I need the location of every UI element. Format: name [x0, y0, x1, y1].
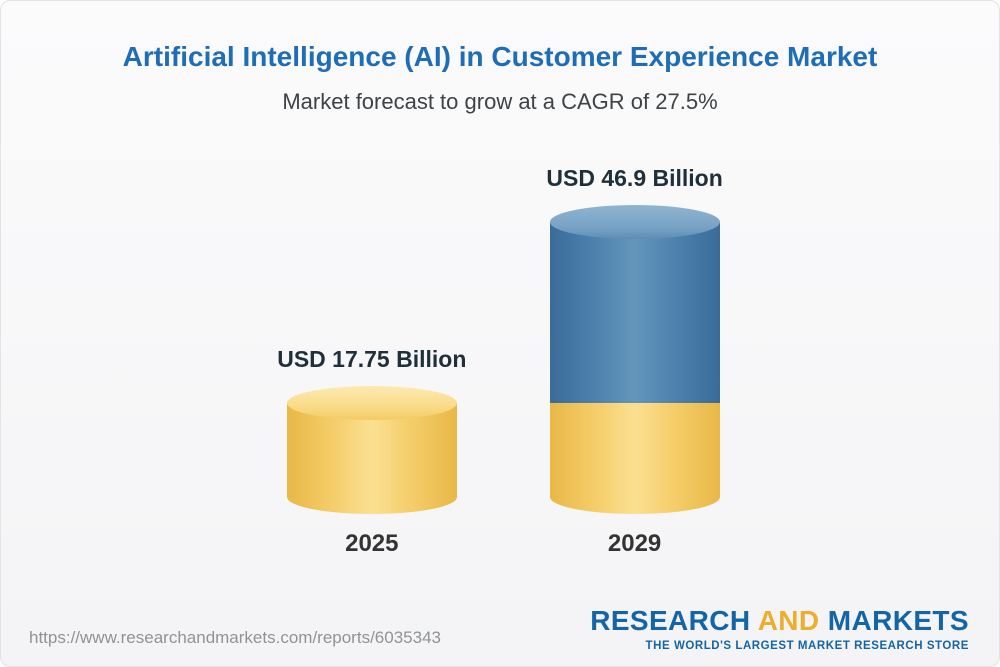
researchandmarkets-logo: RESEARCH AND MARKETS THE WORLD'S LARGEST…	[590, 605, 969, 652]
source-url: https://www.researchandmarkets.com/repor…	[29, 628, 441, 647]
cylinder-2029-cap	[549, 205, 720, 239]
logo-wordmark: RESEARCH AND MARKETS	[590, 605, 969, 637]
chart-subtitle: Market forecast to grow at a CAGR of 27.…	[282, 89, 718, 114]
cylinder-2025	[286, 386, 457, 514]
bar-chart: USD 17.75 Billion 2025 USD 46.9 Billion …	[1, 165, 999, 558]
logo-word-markets: MARKETS	[827, 605, 969, 636]
cylinder-2029-growth-segment	[549, 222, 720, 403]
category-label-2025: 2025	[345, 530, 399, 557]
logo-tagline: THE WORLD'S LARGEST MARKET RESEARCH STOR…	[645, 640, 969, 652]
cylinder-2025-body	[286, 403, 457, 514]
cylinder-2029	[549, 205, 720, 514]
logo-word-and: AND	[757, 605, 820, 636]
chart-title: Artificial Intelligence (AI) in Customer…	[122, 41, 878, 72]
cylinder-2029-base-segment	[549, 403, 720, 514]
cylinder-2025-cap	[286, 386, 457, 420]
logo-word-research: RESEARCH	[590, 605, 751, 636]
category-label-2029: 2029	[607, 530, 662, 557]
value-label-2025: USD 17.75 Billion	[277, 346, 467, 372]
value-label-2029: USD 46.9 Billion	[546, 165, 723, 191]
bar-group-2025: USD 17.75 Billion 2025	[277, 346, 466, 558]
bar-group-2029: USD 46.9 Billion 2029	[546, 165, 722, 558]
